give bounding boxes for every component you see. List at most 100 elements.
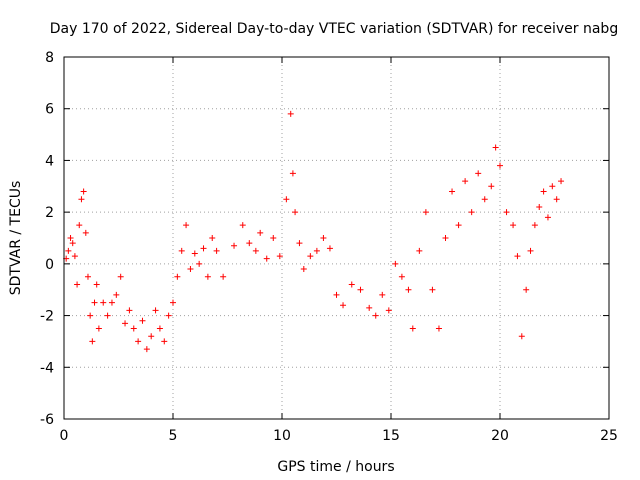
data-point [292, 209, 299, 216]
data-point [372, 312, 379, 319]
data-point [65, 247, 72, 254]
data-point [340, 302, 347, 309]
data-point [191, 250, 198, 257]
x-tick-label: 20 [491, 428, 509, 444]
data-point [398, 273, 405, 280]
data-point [174, 273, 181, 280]
y-axis-label: SDTVAR / TECUs [8, 181, 24, 296]
data-point [67, 235, 74, 241]
data-point [442, 235, 449, 241]
data-point [76, 222, 83, 229]
data-point [113, 291, 120, 298]
data-point [527, 247, 534, 254]
data-point [263, 255, 270, 262]
data-point [492, 144, 499, 151]
data-point [405, 286, 412, 293]
data-point [510, 222, 517, 229]
data-point [200, 245, 207, 252]
data-point [357, 286, 364, 293]
data-point [289, 170, 296, 177]
data-point [183, 222, 190, 229]
data-point [320, 235, 327, 241]
y-axis: -6 -4 -2 0 2 4 6 8 [40, 50, 609, 428]
data-point [300, 266, 307, 273]
data-point [246, 240, 253, 247]
data-point [449, 188, 456, 195]
data-point [514, 253, 521, 260]
data-point [409, 325, 416, 332]
data-point [95, 325, 102, 332]
data-point [122, 320, 129, 327]
x-axis-label: GPS time / hours [277, 459, 394, 475]
data-point [143, 346, 150, 353]
x-tick-label: 0 [60, 428, 69, 444]
data-point [161, 338, 168, 345]
data-point [165, 312, 172, 319]
data-point [462, 178, 469, 185]
data-point [422, 209, 429, 216]
data-point [170, 299, 176, 306]
data-point [481, 196, 488, 203]
data-point [455, 222, 462, 229]
data-point [313, 247, 320, 254]
data-point [558, 178, 565, 185]
data-point [468, 209, 475, 216]
chart-grid [64, 57, 609, 419]
data-point [549, 183, 556, 190]
data-point [385, 307, 392, 314]
x-tick-label: 25 [600, 428, 618, 444]
data-point [152, 307, 159, 314]
data-point [296, 240, 303, 247]
data-point [209, 235, 216, 241]
data-point [544, 214, 551, 221]
data-point [82, 229, 89, 236]
data-point [156, 325, 163, 332]
data-point [130, 325, 137, 332]
data-point [392, 260, 399, 267]
y-tick-label: 4 [45, 153, 54, 169]
data-point [139, 317, 146, 324]
data-point [326, 245, 333, 252]
data-point [135, 338, 142, 345]
y-tick-label: -6 [40, 412, 54, 428]
data-point [91, 299, 98, 306]
data-point [220, 273, 227, 280]
y-tick-label: 8 [45, 50, 54, 66]
y-tick-label: -4 [40, 360, 54, 376]
data-point [257, 229, 264, 236]
data-point [523, 286, 530, 293]
data-point [93, 281, 100, 288]
data-point [348, 281, 355, 288]
plot-frame [63, 56, 610, 420]
chart-title: Day 170 of 2022, Sidereal Day-to-day VTE… [50, 21, 618, 37]
data-point [379, 291, 386, 298]
data-point [307, 253, 314, 260]
data-point [104, 312, 111, 319]
data-point [287, 110, 294, 117]
data-point [178, 247, 185, 254]
data-point [475, 170, 482, 177]
data-point [333, 291, 340, 298]
data-point [196, 260, 203, 267]
data-point [536, 203, 543, 210]
data-point [117, 273, 124, 280]
data-point [231, 242, 238, 249]
data-point [488, 183, 495, 190]
data-point [84, 273, 91, 280]
data-point [252, 247, 259, 254]
data-point [239, 222, 246, 229]
y-tick-label: -2 [40, 309, 54, 325]
data-point [126, 307, 133, 314]
y-tick-label: 0 [45, 257, 54, 273]
data-point [148, 333, 155, 340]
data-point [187, 266, 194, 273]
data-point [366, 304, 373, 311]
data-point [74, 281, 81, 288]
data-point [531, 222, 538, 229]
data-point [87, 312, 94, 319]
data-point [416, 247, 423, 254]
data-point [80, 188, 87, 195]
data-point [276, 253, 283, 260]
data-point [518, 333, 525, 340]
